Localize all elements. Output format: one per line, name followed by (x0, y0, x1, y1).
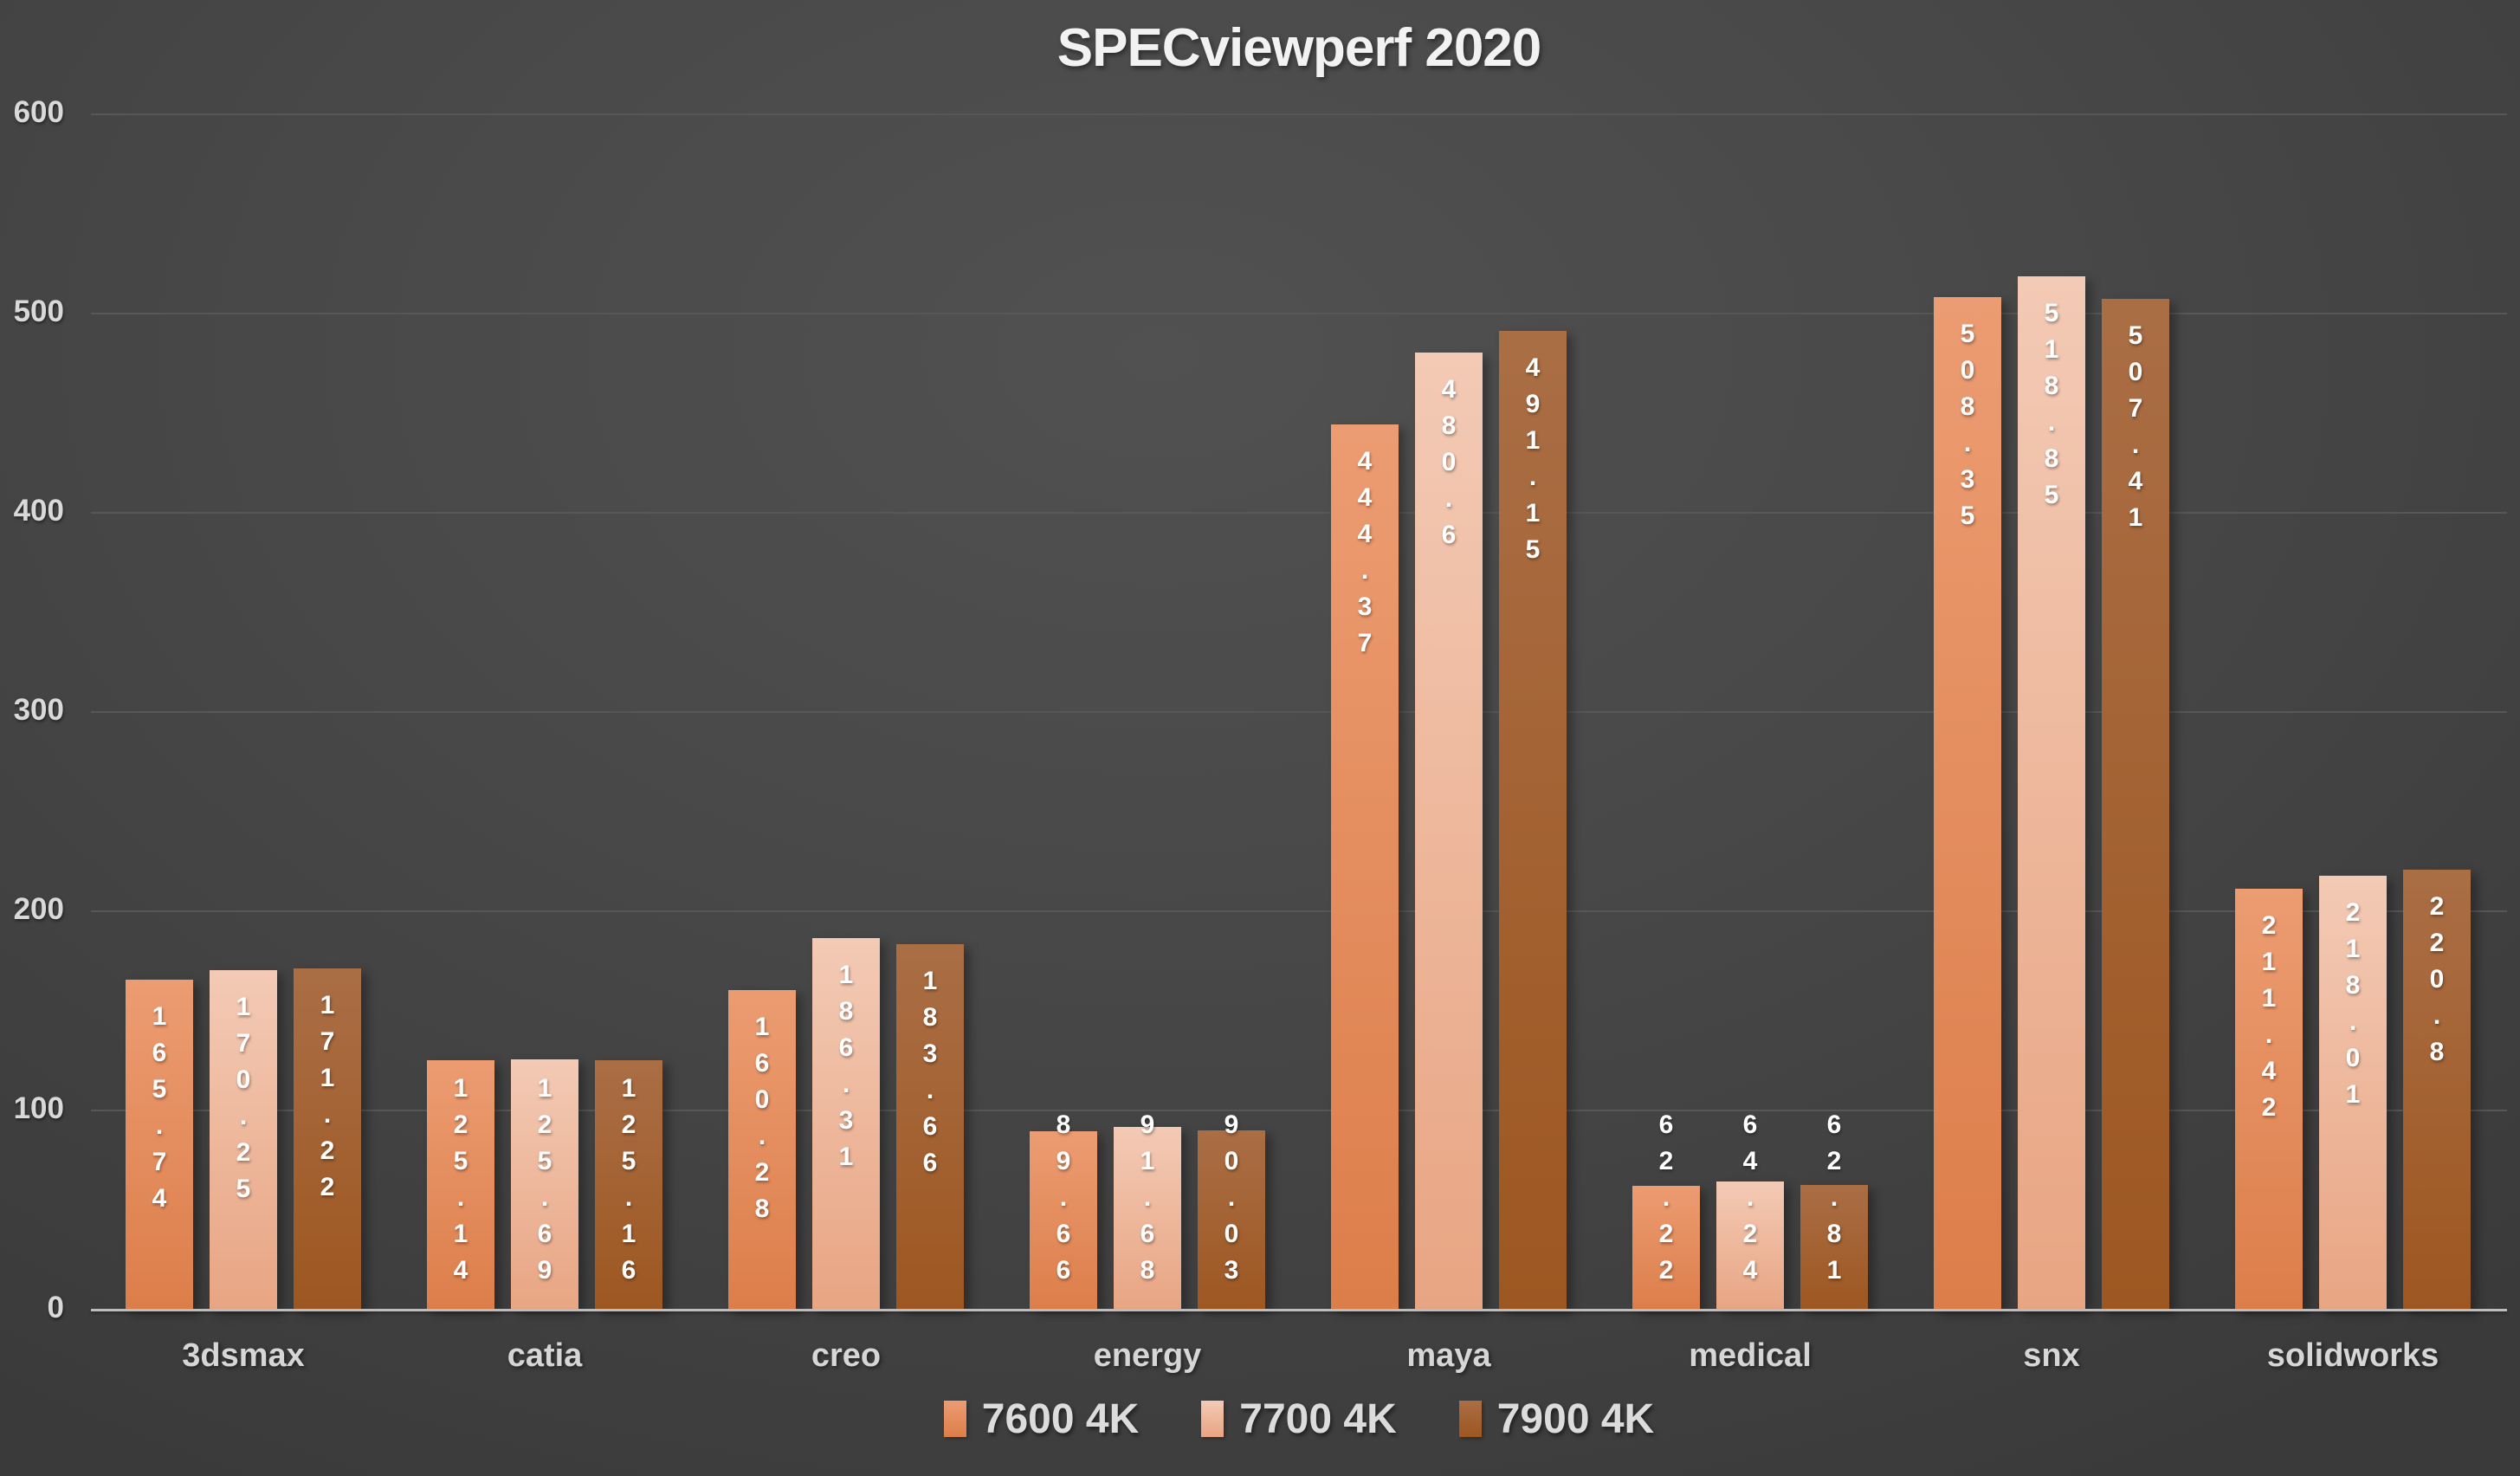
y-axis-tick-label: 600 (13, 95, 64, 129)
category-label-medical: medical (1689, 1337, 1812, 1374)
category-label-energy: energy (1093, 1337, 1202, 1374)
bar-data-label: 1 2 5 . 1 4 (453, 1074, 468, 1285)
bar-7700-4k-snx (2018, 275, 2085, 1310)
bar-7600-4k-snx (1934, 296, 2001, 1310)
bar-data-label: 9 1 . 6 8 (1140, 1110, 1155, 1285)
bar-7600-4k-creo (728, 990, 796, 1310)
bar-data-label: 1 6 5 . 7 4 (152, 1001, 167, 1213)
bar-7600-4k-catia (427, 1060, 494, 1310)
category-label-solidworks: solidworks (2266, 1337, 2439, 1374)
bar-7900-4k-catia (595, 1060, 662, 1310)
bar-data-label: 1 2 5 . 6 9 (537, 1074, 552, 1285)
gridline-600 (91, 113, 2507, 115)
bar-data-label: 5 1 8 . 8 5 (2044, 298, 2059, 509)
bar-data-label: 8 9 . 6 6 (1056, 1110, 1071, 1285)
bar-7900-4k-energy (1198, 1130, 1265, 1310)
gridline-200 (91, 910, 2507, 912)
bar-data-label: 4 8 0 . 6 (1441, 374, 1457, 549)
bar-data-label: 2 1 8 . 0 1 (2345, 897, 2361, 1109)
bar-7600-4k-3dsmax (126, 979, 193, 1310)
bar-data-label: 2 2 0 . 8 (2429, 892, 2445, 1067)
bar-7600-4k-energy (1030, 1130, 1097, 1310)
category-label-creo: creo (811, 1337, 882, 1374)
y-axis-tick-label: 100 (13, 1091, 64, 1125)
y-axis-tick-label: 0 (47, 1291, 64, 1324)
bar-data-label: 6 2 . 2 2 (1658, 1110, 1674, 1285)
bar-7700-4k-creo (812, 938, 880, 1310)
bar-data-label: 4 4 4 . 3 7 (1357, 446, 1373, 657)
bar-data-label: 2 1 1 . 4 2 (2261, 910, 2277, 1122)
bar-7700-4k-solidworks (2319, 875, 2387, 1310)
legend-label: 7700 4K (1239, 1395, 1397, 1442)
bar-data-label: 6 4 . 2 4 (1742, 1110, 1758, 1285)
legend-label: 7600 4K (981, 1395, 1140, 1442)
legend-label: 7900 4K (1496, 1395, 1655, 1442)
legend: 7600 4K 7700 4K 7900 4K (91, 1384, 2507, 1453)
bar-7700-4k-catia (511, 1058, 578, 1310)
legend-item-7600-4k: 7600 4K (943, 1395, 1140, 1443)
bar-7600-4k-medical (1632, 1185, 1700, 1310)
bar-7900-4k-medical (1800, 1184, 1868, 1310)
category-label-3dsmax: 3dsmax (182, 1337, 305, 1374)
legend-swatch (943, 1401, 966, 1437)
bar-7700-4k-energy (1114, 1127, 1181, 1310)
bar-data-label: 1 7 0 . 2 5 (236, 993, 251, 1204)
bar-7700-4k-medical (1716, 1181, 1784, 1310)
legend-item-7900-4k: 7900 4K (1458, 1395, 1655, 1443)
bar-data-label: 1 8 3 . 6 6 (922, 966, 938, 1177)
bar-data-label: 1 2 5 . 1 6 (621, 1074, 636, 1285)
bar-data-label: 1 7 1 . 2 2 (320, 991, 335, 1202)
x-axis-line (91, 1309, 2507, 1311)
legend-swatch (1458, 1401, 1482, 1437)
bar-7600-4k-maya (1331, 424, 1399, 1310)
gridline-300 (91, 711, 2507, 713)
chart-title: SPECviewperf 2020 (1056, 18, 1542, 78)
bar-data-label: 6 2 . 8 1 (1826, 1110, 1842, 1285)
bar-7700-4k-maya (1415, 352, 1483, 1310)
bar-7900-4k-solidworks (2403, 870, 2471, 1310)
y-axis-tick-label: 400 (13, 494, 64, 528)
bar-7900-4k-snx (2102, 298, 2169, 1310)
gridline-400 (91, 512, 2507, 514)
bar-data-label: 5 0 8 . 3 5 (1960, 319, 1975, 530)
bar-7900-4k-maya (1499, 331, 1567, 1310)
bar-7700-4k-3dsmax (210, 970, 277, 1310)
gridline-100 (91, 1110, 2507, 1111)
bar-data-label: 4 9 1 . 1 5 (1525, 353, 1541, 565)
bar-data-label: 9 0 . 0 3 (1224, 1110, 1239, 1285)
bar-7600-4k-solidworks (2235, 888, 2303, 1310)
bar-data-label: 1 8 6 . 3 1 (838, 961, 854, 1172)
y-axis-tick-label: 200 (13, 892, 64, 926)
y-axis-tick-label: 500 (13, 295, 64, 328)
legend-item-7700-4k: 7700 4K (1201, 1395, 1397, 1443)
bar-7900-4k-3dsmax (294, 968, 361, 1310)
category-label-snx: snx (2023, 1337, 2080, 1374)
category-label-catia: catia (507, 1337, 583, 1374)
bar-data-label: 1 6 0 . 2 8 (754, 1013, 770, 1224)
bar-data-label: 5 0 7 . 4 1 (2128, 320, 2143, 532)
y-axis-tick-label: 300 (13, 693, 64, 727)
category-label-maya: maya (1406, 1337, 1491, 1374)
legend-swatch (1201, 1401, 1224, 1437)
bar-7900-4k-creo (896, 943, 964, 1310)
gridline-500 (91, 313, 2507, 314)
